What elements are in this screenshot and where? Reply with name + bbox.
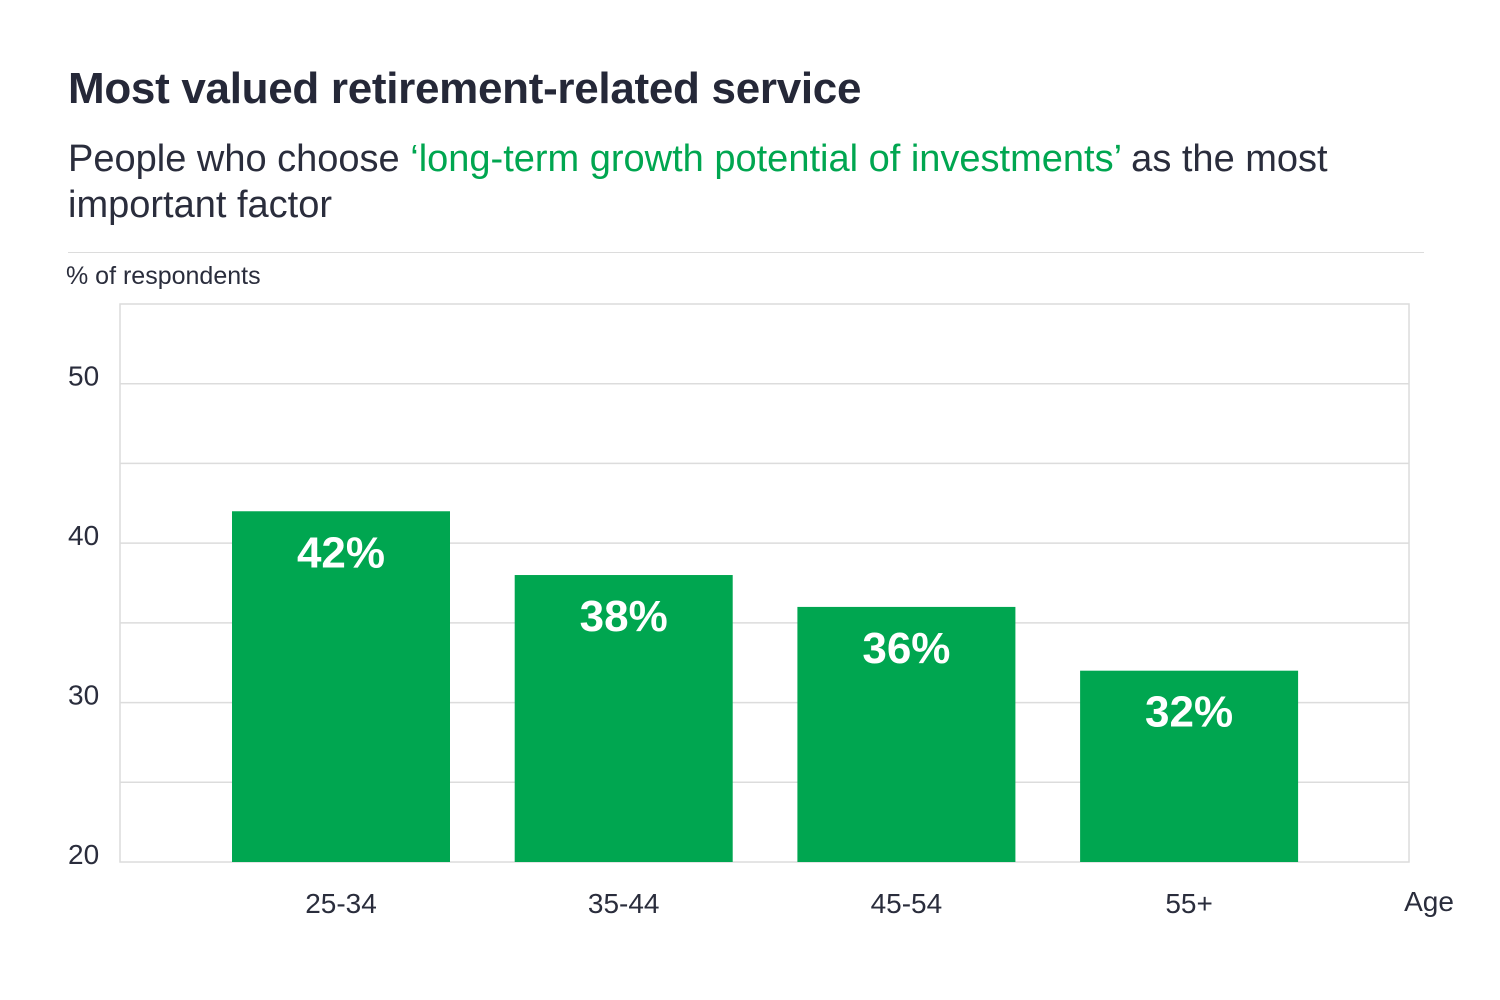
header-divider — [68, 252, 1424, 253]
bar-35-44 — [514, 575, 733, 862]
chart-subtitle: People who choose ‘long-term growth pote… — [68, 136, 1428, 228]
bar-55+ — [1080, 670, 1299, 862]
y-axis-label: % of respondents — [66, 262, 261, 290]
plot-frame — [119, 303, 1410, 863]
chart-title: Most valued retirement-related service — [68, 64, 862, 113]
y-tick-label: 30 — [68, 680, 99, 711]
data-label: 38% — [580, 592, 668, 641]
y-tick-label: 20 — [68, 839, 99, 870]
x-tick-label: 55+ — [1165, 888, 1213, 919]
x-tick-label: 45-54 — [871, 888, 943, 919]
data-label: 32% — [1145, 688, 1233, 737]
data-label: 42% — [297, 528, 385, 577]
x-axis-label: Age — [1404, 886, 1454, 917]
data-label: 36% — [862, 624, 950, 673]
subtitle-text-before: People who choose — [68, 138, 411, 180]
bar-25-34 — [232, 511, 450, 862]
bar-45-54 — [797, 606, 1016, 862]
y-tick-label: 50 — [68, 361, 99, 392]
y-tick-label: 40 — [68, 520, 99, 551]
subtitle-text-after: as the most important factor — [68, 138, 1328, 226]
x-tick-label: 25-34 — [305, 888, 377, 919]
subtitle-highlight: ‘long-term growth potential of investmen… — [410, 138, 1121, 180]
x-tick-label: 35-44 — [588, 888, 660, 919]
